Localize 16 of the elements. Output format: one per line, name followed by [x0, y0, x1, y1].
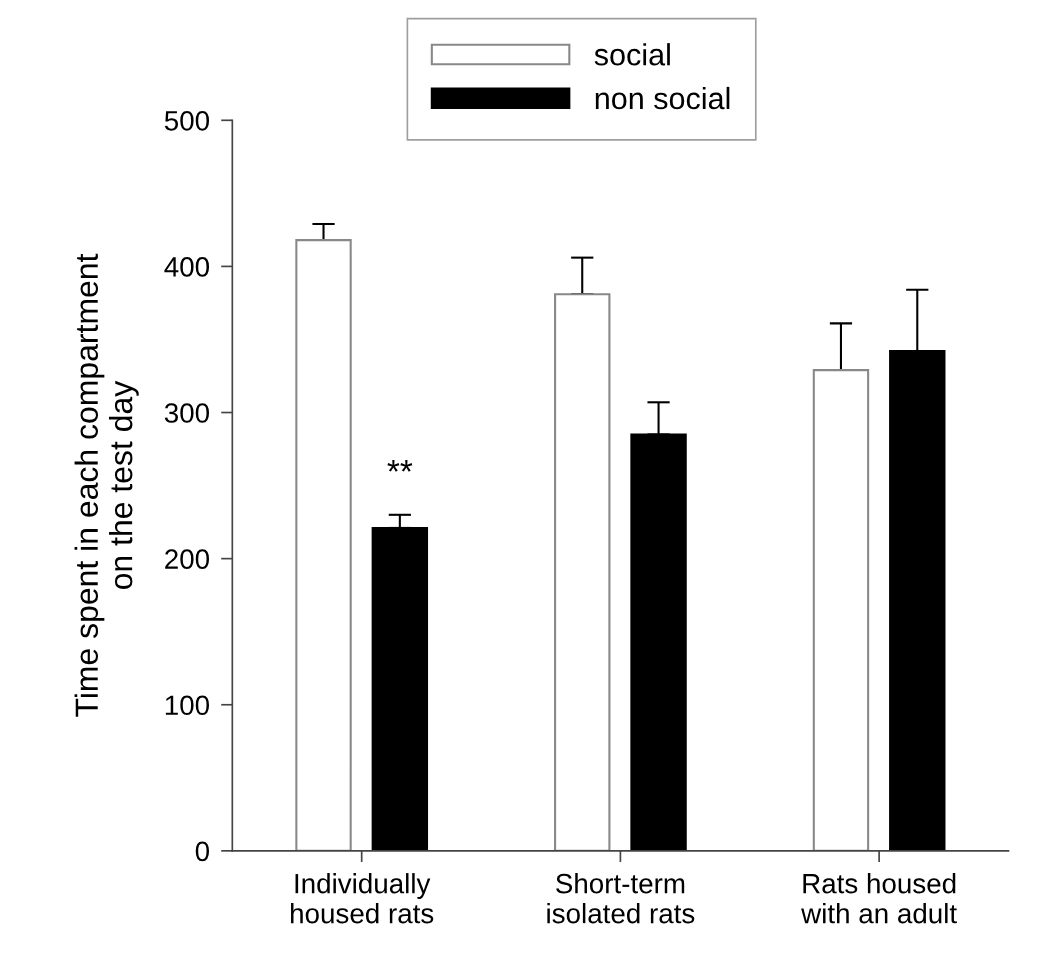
x-tick-label: Short-term isolated rats: [547, 873, 695, 924]
x-tick-label: Rats housed with an adult: [801, 873, 957, 924]
y-tick-label: 0: [195, 841, 210, 862]
legend-label: non social: [595, 86, 730, 110]
y-tick-label: 400: [164, 257, 210, 277]
y-tick-label: 200: [165, 549, 210, 569]
y-tick-label: 100: [165, 695, 210, 716]
y-axis-title: Time spent in each compartment on the test day: [74, 253, 139, 717]
y-tick-label: 500: [164, 110, 210, 131]
bar: [554, 293, 611, 851]
y-tick-label: 300: [164, 403, 210, 423]
x-tick-label: Individually housed rats: [291, 873, 434, 924]
annotation: **: [387, 459, 413, 472]
bar: [812, 369, 870, 851]
legend-label: social: [594, 43, 670, 66]
bar: [295, 239, 352, 851]
